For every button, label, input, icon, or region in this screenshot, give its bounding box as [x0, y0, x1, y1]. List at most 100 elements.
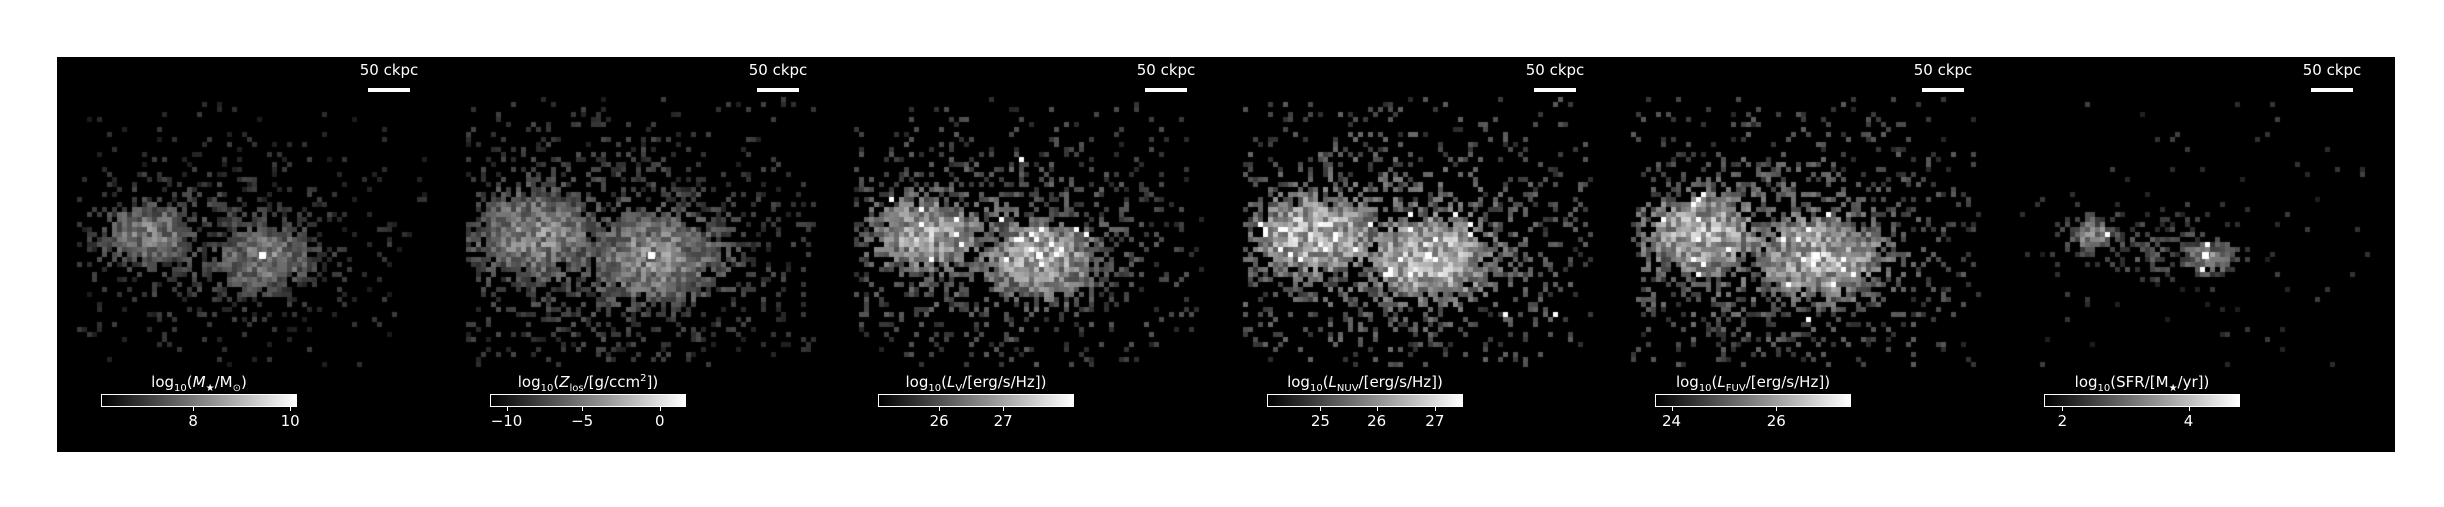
- map-panel-lfuv: 50 ckpc log10(LFUV/[erg/s/Hz]) 24 26: [1611, 57, 2000, 452]
- pixel-map-image: [446, 57, 835, 452]
- colorbar-tick: [290, 406, 292, 411]
- map-panel-lnuv: 50 ckpc log10(LNUV/[erg/s/Hz]) 25 26 27: [1223, 57, 1612, 452]
- colorbar-tick: [1003, 406, 1005, 411]
- colorbar-title-log: log: [905, 373, 929, 391]
- colorbar: log10(SFR/[M★/yr]) 2 4: [2044, 369, 2240, 439]
- colorbar-gradient: [878, 394, 1074, 407]
- colorbar-title: log10(LV/[erg/s/Hz]): [848, 369, 1104, 399]
- colorbar-tick: [1671, 406, 1673, 411]
- colorbar-title-subscript: NUV: [1336, 383, 1359, 394]
- colorbar-tick: [1434, 406, 1436, 411]
- colorbar-tick-label: 26: [1766, 412, 1786, 430]
- colorbar-tick-label: −5: [571, 412, 594, 430]
- colorbar-tick-label: 25: [1310, 412, 1330, 430]
- colorbar-title-subscript: ★: [205, 383, 215, 394]
- colorbar-title: log10(LNUV/[erg/s/Hz]): [1237, 369, 1493, 399]
- map-panel-m: 50 ckpc log10(M★/M⊙) 8 10: [57, 57, 446, 452]
- scale-bar-line: [757, 88, 799, 92]
- colorbar-title: log10(Zlos/[g/ccm2]): [460, 369, 716, 399]
- colorbar-title-log: log: [517, 373, 541, 391]
- colorbar-tick-label: 27: [1425, 412, 1445, 430]
- colorbar-title-log: log: [1675, 373, 1699, 391]
- colorbar-gradient: [490, 394, 686, 407]
- colorbar-tick-label: 26: [929, 412, 949, 430]
- scale-bar-line: [1145, 88, 1187, 92]
- colorbar-title-base: 10: [928, 383, 942, 394]
- colorbar-title-close: ]): [646, 373, 659, 391]
- colorbar-title-paren: (: [1711, 373, 1718, 391]
- scale-bar-label: 50 ckpc: [1525, 61, 1585, 79]
- colorbar-title-close: ): [240, 373, 247, 391]
- scale-bar: 50 ckpc: [344, 61, 434, 101]
- colorbar-title-paren: (: [1322, 373, 1329, 391]
- colorbar-title-superscript: 2: [640, 373, 647, 384]
- colorbar-title-symbol: Z: [559, 373, 570, 391]
- colorbar-tick-label: 2: [2057, 412, 2068, 430]
- colorbar-title-symbol: L: [946, 373, 956, 391]
- colorbar-title-symbol: L: [1328, 373, 1337, 391]
- colorbar-tick: [506, 406, 508, 411]
- colorbar-title-subscript: los: [569, 383, 584, 394]
- colorbar-title-subscript: V: [955, 383, 963, 394]
- colorbar-tick: [939, 406, 941, 411]
- colorbar-tick: [193, 406, 195, 411]
- colorbar: log10(LFUV/[erg/s/Hz]) 24 26: [1655, 369, 1851, 439]
- colorbar-tick: [582, 406, 584, 411]
- colorbar-gradient: [2044, 394, 2240, 407]
- colorbar-title-units: /M: [214, 373, 233, 391]
- colorbar-title-base: 10: [540, 383, 554, 394]
- scale-bar-label: 50 ckpc: [1913, 61, 1973, 79]
- pixel-map-image: [834, 57, 1223, 452]
- colorbar-tick: [1320, 406, 1322, 411]
- colorbar-title: log10(M★/M⊙): [71, 369, 327, 399]
- scale-bar-line: [1534, 88, 1576, 92]
- colorbar-title-log: log: [151, 373, 175, 391]
- colorbar-tick-label: 10: [280, 412, 300, 430]
- pixel-map-image: [2000, 57, 2389, 452]
- scale-bar-line: [1922, 88, 1964, 92]
- colorbar: log10(M★/M⊙) 8 10: [101, 369, 300, 439]
- scale-bar: 50 ckpc: [1898, 61, 1988, 101]
- colorbar-title-close: ): [1040, 373, 1047, 391]
- scale-bar: 50 ckpc: [1510, 61, 1600, 101]
- colorbar-tick: [2062, 406, 2064, 411]
- colorbar-title-units-subscript: ⊙: [232, 383, 241, 394]
- colorbar-title-symbol: M: [192, 373, 206, 391]
- colorbar-tick-label: 8: [188, 412, 198, 430]
- scale-bar-label: 50 ckpc: [1136, 61, 1196, 79]
- colorbar-tick-label: 26: [1367, 412, 1387, 430]
- scale-bar: 50 ckpc: [1121, 61, 1211, 101]
- colorbar-title-base: 10: [2097, 383, 2111, 394]
- colorbar-title-paren: (: [186, 373, 193, 391]
- colorbar-title-base: 10: [1698, 383, 1712, 394]
- map-panel-lv: 50 ckpc log10(LV/[erg/s/Hz]) 26 27: [834, 57, 1223, 452]
- colorbar-title-units: /[erg/s/Hz]: [1745, 373, 1825, 391]
- colorbar-title-paren: (: [553, 373, 560, 391]
- colorbar-title-paren: (: [941, 373, 947, 391]
- colorbar-title-units: /[g/ccm: [583, 373, 641, 391]
- scale-bar: 50 ckpc: [2287, 61, 2377, 101]
- scale-bar-label: 50 ckpc: [359, 61, 419, 79]
- colorbar-title-paren: (: [2110, 373, 2117, 391]
- colorbar: log10(Zlos/[g/ccm2]) −10 −5 0: [490, 369, 686, 439]
- colorbar-title-units: /[M: [2144, 373, 2169, 391]
- scale-bar-line: [2311, 88, 2353, 92]
- colorbar-title-log: log: [2074, 373, 2098, 391]
- colorbar-title-symbol: L: [1717, 373, 1726, 391]
- scale-bar: 50 ckpc: [733, 61, 823, 101]
- pixel-map-image: [1223, 57, 1612, 452]
- colorbar-title-subscript: FUV: [1725, 383, 1746, 394]
- colorbar-title-units: /[erg/s/Hz]: [1358, 373, 1438, 391]
- colorbar-title-units-subscript: ★: [2168, 383, 2178, 394]
- colorbar-tick: [1376, 406, 1378, 411]
- colorbar: log10(LNUV/[erg/s/Hz]) 25 26 27: [1267, 369, 1463, 439]
- colorbar: log10(LV/[erg/s/Hz]) 26 27: [878, 369, 1074, 439]
- colorbar-tick-label: 27: [993, 412, 1013, 430]
- pixel-map-image: [57, 57, 446, 452]
- colorbar-title: log10(SFR/[M★/yr]): [2014, 369, 2270, 399]
- scale-bar-label: 50 ckpc: [748, 61, 808, 79]
- colorbar-title-close: ): [1824, 373, 1831, 391]
- colorbar-title-close: /yr]): [2177, 373, 2210, 391]
- colorbar-tick-label: 4: [2183, 412, 2194, 430]
- colorbar-gradient: [101, 394, 297, 407]
